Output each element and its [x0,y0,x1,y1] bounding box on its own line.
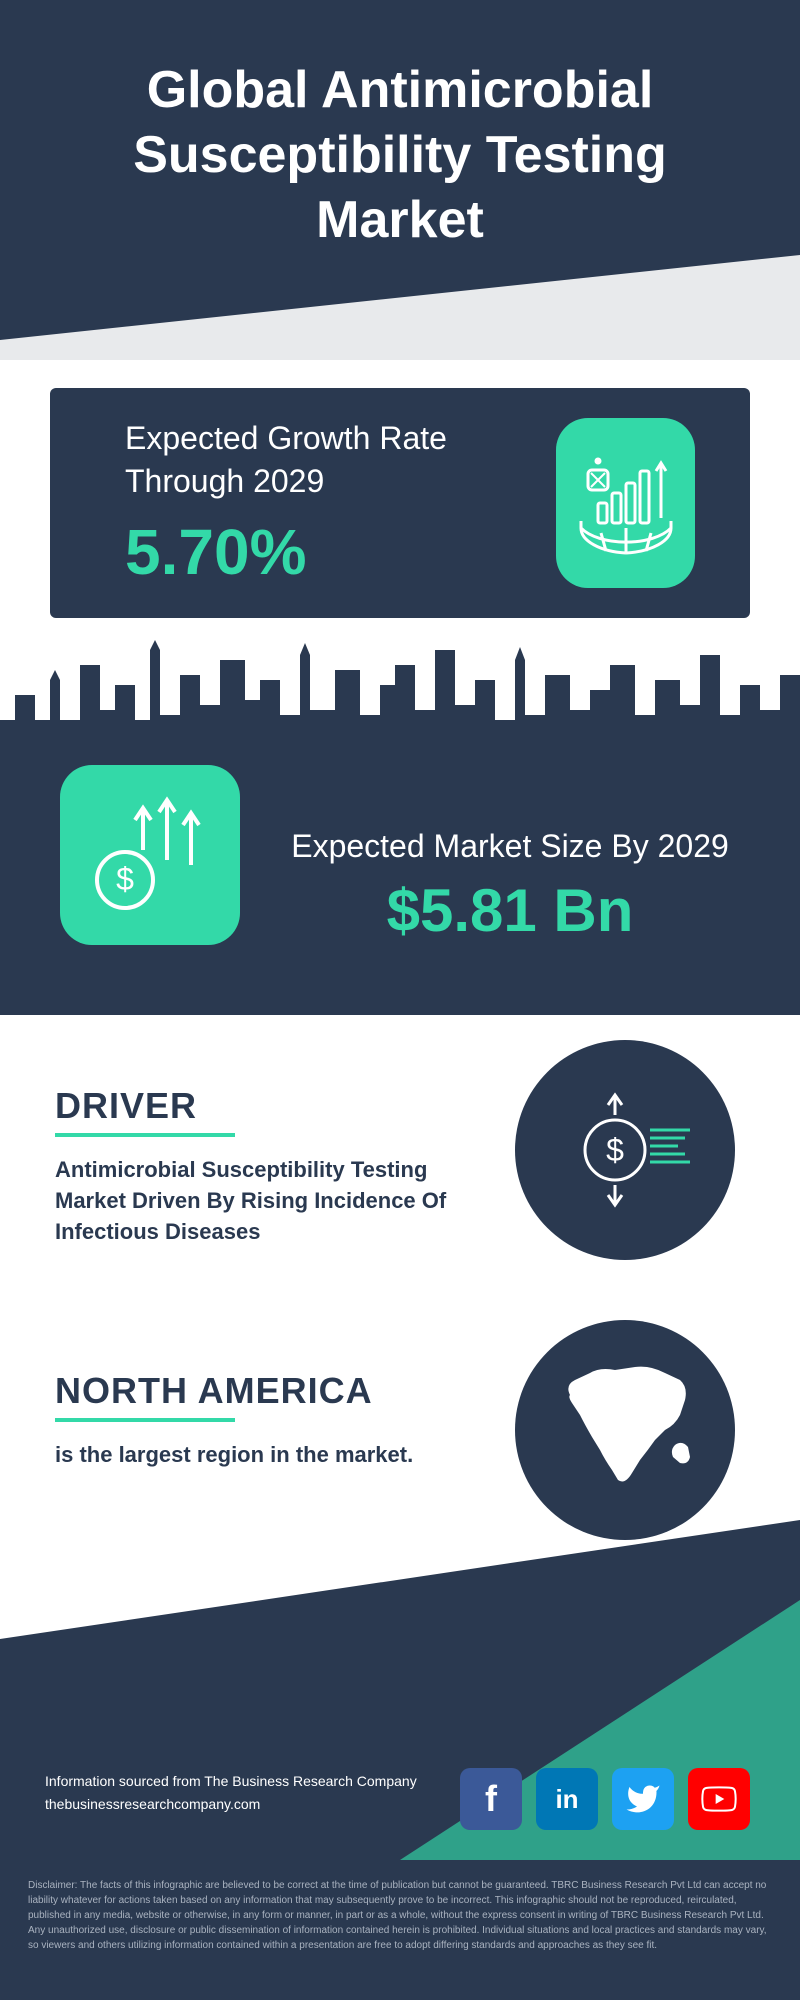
driver-heading: DRIVER [55,1085,475,1127]
growth-rate-card: Expected Growth Rate Through 2029 5.70% [50,388,750,618]
growth-text-block: Expected Growth Rate Through 2029 5.70% [125,417,556,589]
city-skyline-decoration [0,625,800,760]
social-icons-row: f in [460,1768,750,1830]
driver-body: Antimicrobial Susceptibility Testing Mar… [55,1155,475,1247]
size-value: $5.81 Bn [280,876,740,945]
dollar-exchange-icon: $ [515,1040,735,1260]
dollar-arrows-icon: $ [60,765,240,945]
source-line-1: Information sourced from The Business Re… [45,1770,417,1792]
globe-chart-icon [556,418,695,588]
youtube-icon[interactable] [688,1768,750,1830]
region-heading: NORTH AMERICA [55,1370,475,1412]
twitter-icon[interactable] [612,1768,674,1830]
market-size-card: $ Expected Market Size By 2029 $5.81 Bn [0,755,800,1015]
size-label: Expected Market Size By 2029 [280,825,740,868]
size-text-block: Expected Market Size By 2029 $5.81 Bn [280,825,740,945]
source-line-2: thebusinessresearchcompany.com [45,1793,417,1815]
driver-underline [55,1133,235,1137]
footer-source-text: Information sourced from The Business Re… [45,1770,417,1815]
linkedin-icon[interactable]: in [536,1768,598,1830]
page-title: Global Antimicrobial Susceptibility Test… [0,58,800,253]
svg-text:$: $ [116,861,134,897]
disclaimer-text: Disclaimer: The facts of this infographi… [0,1860,800,2000]
region-body: is the largest region in the market. [55,1440,475,1471]
region-underline [55,1418,235,1422]
north-america-map-icon [515,1320,735,1540]
growth-label: Expected Growth Rate Through 2029 [125,417,556,503]
growth-value: 5.70% [125,515,556,589]
facebook-icon[interactable]: f [460,1768,522,1830]
driver-block: DRIVER Antimicrobial Susceptibility Test… [55,1085,475,1247]
region-block: NORTH AMERICA is the largest region in t… [55,1370,475,1471]
svg-text:$: $ [606,1132,624,1168]
